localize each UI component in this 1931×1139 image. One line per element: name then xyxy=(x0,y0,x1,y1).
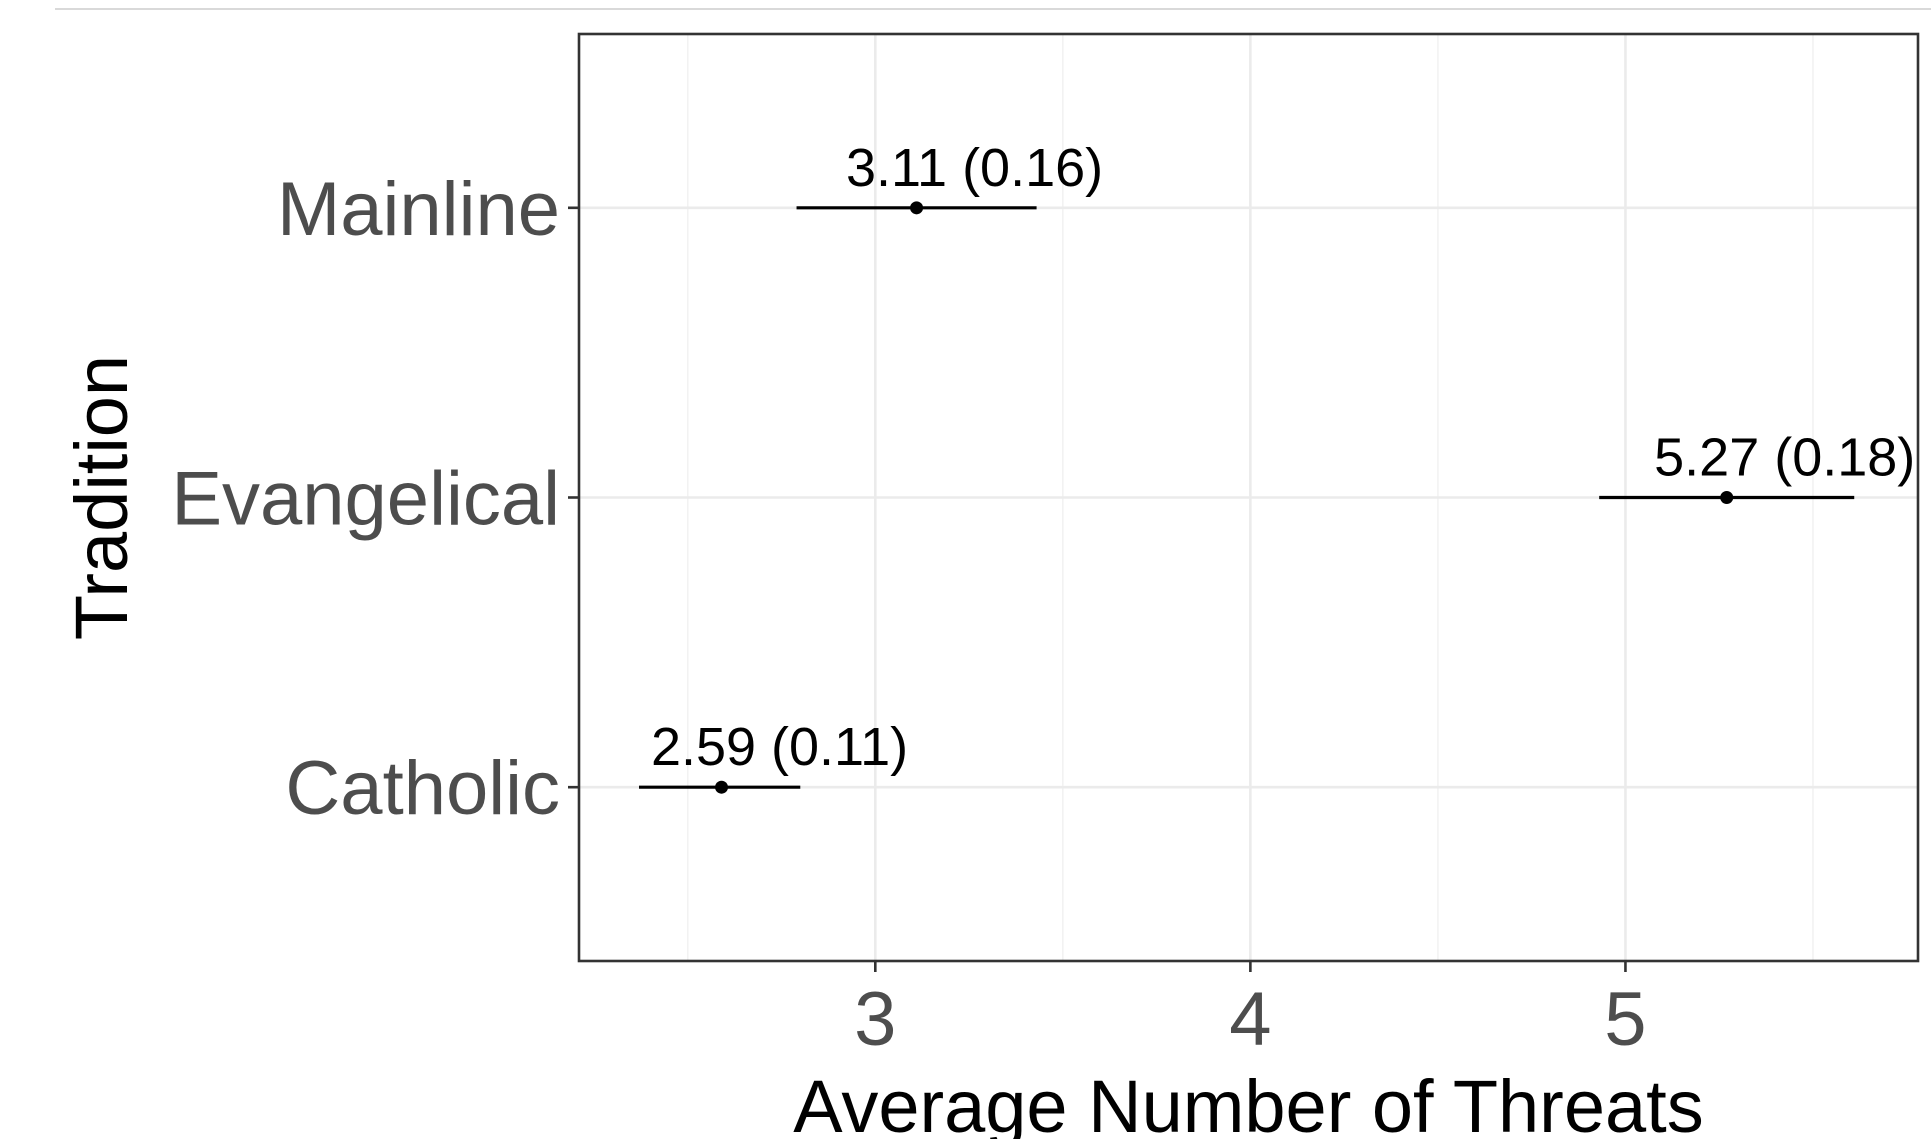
mean-point xyxy=(715,780,729,794)
y-tick-label: Catholic xyxy=(285,746,560,831)
x-tick-label: 3 xyxy=(854,977,896,1062)
y-axis: Mainline Evangelical Catholic xyxy=(171,167,579,831)
data-label: 3.11 (0.16) xyxy=(846,138,1103,198)
data-label: 2.59 (0.11) xyxy=(651,717,908,777)
plot-marks: 3.11 (0.16) 5.27 (0.18) 2.59 (0.11) xyxy=(639,138,1915,794)
mean-point xyxy=(910,201,924,215)
x-axis-title: Average Number of Threats xyxy=(793,1065,1703,1139)
x-tick-label: 4 xyxy=(1229,977,1271,1062)
mean-point xyxy=(1720,491,1734,504)
x-tick-label: 5 xyxy=(1604,977,1646,1062)
y-axis-title: Tradition xyxy=(60,355,143,640)
y-tick-label: Mainline xyxy=(277,167,560,252)
data-label: 5.27 (0.18) xyxy=(1654,428,1915,488)
x-axis: 3 4 5 xyxy=(854,961,1647,1062)
y-tick-label: Evangelical xyxy=(171,457,560,542)
